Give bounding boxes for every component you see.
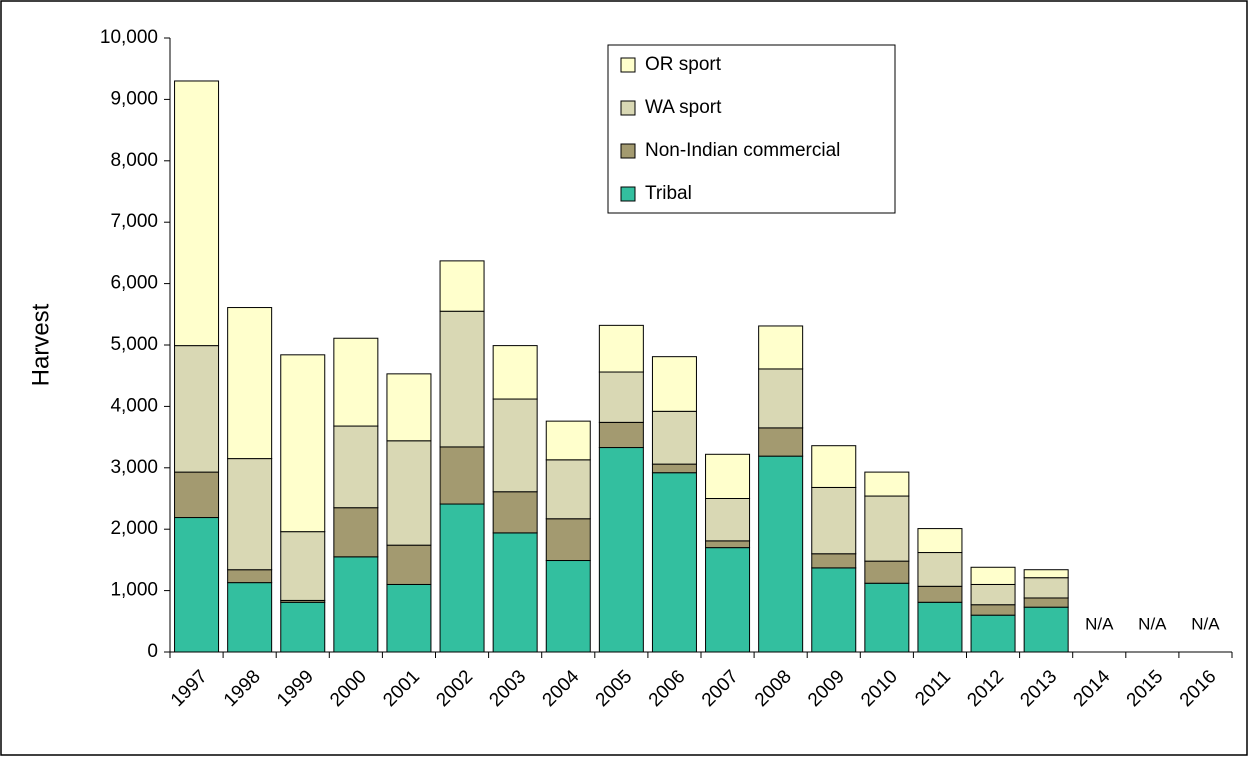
bar-segment xyxy=(492,345,538,400)
bar-segment xyxy=(758,368,804,429)
bar-segment xyxy=(439,260,485,312)
bar-segment xyxy=(333,337,379,427)
bar-segment xyxy=(280,531,326,601)
bar-segment xyxy=(705,547,751,653)
bar-segment xyxy=(386,373,432,442)
bar-segment xyxy=(333,556,379,653)
bar-segment xyxy=(705,498,751,542)
y-tick-label: 1,000 xyxy=(110,580,158,601)
bar-segment xyxy=(758,427,804,457)
bar-segment xyxy=(174,345,220,473)
bar-segment xyxy=(280,354,326,533)
bar-segment xyxy=(598,371,644,423)
bar-segment xyxy=(545,459,591,520)
bar-segment xyxy=(651,472,697,653)
legend-label: Non-Indian commercial xyxy=(645,140,840,161)
bar-segment xyxy=(439,446,485,505)
legend-swatch xyxy=(620,186,636,202)
annotation: N/A xyxy=(1191,614,1220,633)
bar-segment xyxy=(970,566,1016,585)
bar-segment xyxy=(280,601,326,653)
y-tick-label: 4,000 xyxy=(110,395,158,416)
bar-segment xyxy=(492,532,538,653)
bar-segment xyxy=(1023,569,1069,579)
bar-segment xyxy=(439,310,485,448)
bar-segment xyxy=(1023,606,1069,653)
bar-segment xyxy=(439,503,485,653)
bar-segment xyxy=(598,447,644,653)
bar-segment xyxy=(545,518,591,562)
bar-segment xyxy=(811,567,857,653)
bar-segment xyxy=(174,80,220,347)
bar-segment xyxy=(651,463,697,474)
legend-swatch xyxy=(620,100,636,116)
bar-segment xyxy=(492,491,538,534)
legend-swatch xyxy=(620,57,636,73)
bar-segment xyxy=(174,517,220,653)
bar-segment xyxy=(864,582,910,653)
legend-box xyxy=(607,44,896,214)
bar-segment xyxy=(227,569,273,584)
bar-segment xyxy=(758,325,804,370)
bar-segment xyxy=(970,614,1016,653)
legend-label: OR sport xyxy=(645,54,722,75)
bar-segment xyxy=(917,528,963,554)
bar-segment xyxy=(386,544,432,585)
legend-label: Tribal xyxy=(645,183,692,204)
bar-segment xyxy=(1023,597,1069,608)
y-tick-label: 10,000 xyxy=(100,27,158,48)
y-tick-label: 0 xyxy=(147,641,158,662)
bar-segment xyxy=(386,583,432,653)
bar-segment xyxy=(227,582,273,653)
annotation: N/A xyxy=(1138,614,1167,633)
bar-segment xyxy=(492,398,538,493)
bar-segment xyxy=(174,471,220,519)
y-axis-label: Harvest xyxy=(27,303,54,386)
bar-segment xyxy=(227,458,273,571)
bar-segment xyxy=(970,583,1016,606)
bar-segment xyxy=(864,495,910,562)
y-tick-label: 3,000 xyxy=(110,457,158,478)
bar-segment xyxy=(545,560,591,653)
bar-segment xyxy=(811,486,857,555)
y-tick-label: 9,000 xyxy=(110,88,158,109)
bar-segment xyxy=(864,471,910,497)
bar-segment xyxy=(598,421,644,449)
bar-segment xyxy=(333,507,379,558)
y-tick-label: 2,000 xyxy=(110,518,158,539)
bar-segment xyxy=(917,585,963,603)
bar-segment xyxy=(917,552,963,587)
bar-segment xyxy=(333,425,379,509)
bar-segment xyxy=(705,453,751,499)
bar-segment xyxy=(811,445,857,488)
bar-segment xyxy=(705,540,751,549)
bar-segment xyxy=(864,560,910,584)
bar-segment xyxy=(651,356,697,412)
bar-segment xyxy=(758,455,804,653)
legend-label: WA sport xyxy=(645,97,722,118)
bar-segment xyxy=(811,553,857,569)
bar-segment xyxy=(598,324,644,373)
bar-segment xyxy=(545,420,591,461)
y-tick-label: 7,000 xyxy=(110,211,158,232)
y-tick-label: 8,000 xyxy=(110,150,158,171)
bar-segment xyxy=(1023,577,1069,599)
bar-segment xyxy=(917,601,963,653)
y-tick-label: 6,000 xyxy=(110,273,158,294)
bar-segment xyxy=(970,604,1016,616)
bar-segment xyxy=(227,307,273,460)
legend-swatch xyxy=(620,143,636,159)
bar-segment xyxy=(386,440,432,546)
annotation: N/A xyxy=(1085,614,1114,633)
bar-segment xyxy=(651,410,697,465)
y-tick-label: 5,000 xyxy=(110,334,158,355)
